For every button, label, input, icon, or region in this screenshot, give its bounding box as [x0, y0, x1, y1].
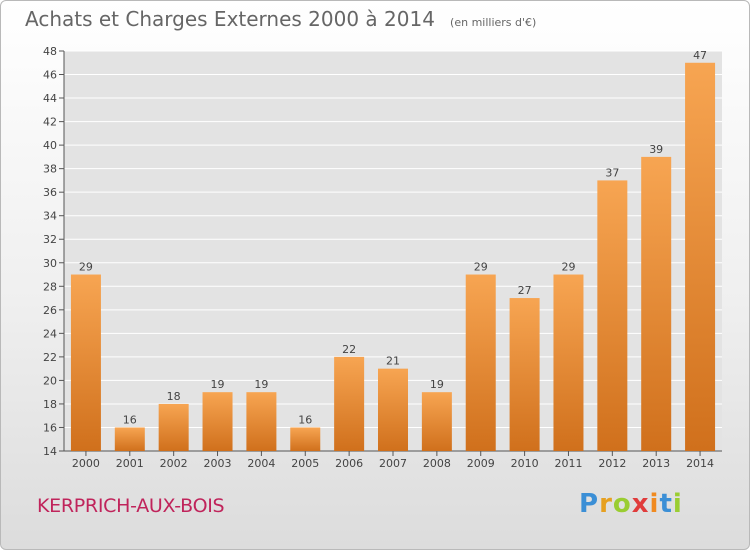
y-tick-label: 42 — [43, 116, 57, 129]
bar-value-label: 22 — [342, 343, 356, 356]
y-tick-label: 40 — [43, 139, 57, 152]
x-tick-label: 2003 — [204, 457, 232, 470]
bar-value-label: 16 — [298, 413, 312, 426]
x-tick-label: 2006 — [335, 457, 363, 470]
bar — [465, 274, 496, 451]
x-tick-label: 2009 — [467, 457, 495, 470]
bar-value-label: 29 — [561, 261, 575, 274]
x-tick-label: 2008 — [423, 457, 451, 470]
chart-title-block: Achats et Charges Externes 2000 à 2014 (… — [25, 7, 536, 31]
x-tick-label: 2002 — [160, 457, 188, 470]
y-tick-label: 38 — [43, 163, 57, 176]
bar-value-label: 29 — [474, 261, 488, 274]
bar-value-label: 16 — [123, 413, 137, 426]
y-tick-label: 36 — [43, 186, 57, 199]
bar-value-label: 21 — [386, 355, 400, 368]
bar — [114, 427, 145, 451]
bar — [509, 298, 540, 451]
bar — [685, 62, 716, 451]
bar-value-label: 47 — [693, 49, 707, 62]
x-tick-label: 2010 — [511, 457, 539, 470]
y-tick-label: 18 — [43, 398, 57, 411]
y-tick-label: 16 — [43, 421, 57, 434]
bar-value-label: 29 — [79, 261, 93, 274]
x-tick-label: 2014 — [686, 457, 714, 470]
y-tick-label: 20 — [43, 374, 57, 387]
x-tick-label: 2001 — [116, 457, 144, 470]
y-tick-label: 46 — [43, 69, 57, 82]
bar-value-label: 39 — [649, 143, 663, 156]
y-tick-label: 32 — [43, 233, 57, 246]
chart-subtitle: (en milliers d'€) — [450, 16, 537, 29]
y-tick-label: 28 — [43, 280, 57, 293]
y-tick-label: 14 — [43, 445, 57, 458]
bar-value-label: 19 — [254, 378, 268, 391]
x-tick-label: 2013 — [642, 457, 670, 470]
logo-letter: x — [631, 489, 650, 519]
y-tick-label: 30 — [43, 257, 57, 270]
bar-value-label: 18 — [167, 390, 181, 403]
x-tick-label: 2000 — [72, 457, 100, 470]
y-tick-label: 34 — [43, 210, 57, 223]
bar-value-label: 37 — [605, 166, 619, 179]
bar-value-label: 19 — [430, 378, 444, 391]
bar-value-label: 27 — [518, 284, 532, 297]
bar — [70, 274, 101, 451]
chart-title: Achats et Charges Externes 2000 à 2014 — [25, 7, 435, 31]
y-tick-label: 44 — [43, 92, 57, 105]
y-tick-label: 24 — [43, 327, 57, 340]
x-tick-label: 2011 — [554, 457, 582, 470]
bar — [421, 392, 452, 451]
bar-value-label: 19 — [211, 378, 225, 391]
logo-letter: o — [612, 489, 632, 519]
proxiti-logo: Proxiti — [579, 489, 683, 519]
bar — [641, 156, 672, 451]
bar — [202, 392, 233, 451]
x-tick-label: 2012 — [598, 457, 626, 470]
bar — [597, 180, 628, 452]
logo-letter: i — [649, 489, 660, 519]
logo-letter: P — [579, 489, 600, 519]
bar — [246, 392, 277, 451]
bar — [158, 403, 189, 451]
x-tick-label: 2004 — [247, 457, 275, 470]
y-tick-label: 26 — [43, 304, 57, 317]
logo-letter: t — [659, 489, 673, 519]
y-tick-label: 48 — [43, 45, 57, 58]
bar — [334, 356, 365, 451]
logo-letter: r — [599, 489, 613, 519]
y-tick-label: 22 — [43, 351, 57, 364]
logo-letter: i — [672, 489, 683, 519]
commune-name: KERPRICH-AUX-BOIS — [37, 495, 225, 517]
bar — [290, 427, 321, 451]
bar — [553, 274, 584, 451]
x-tick-label: 2007 — [379, 457, 407, 470]
bar — [378, 368, 408, 451]
x-tick-label: 2005 — [291, 457, 319, 470]
